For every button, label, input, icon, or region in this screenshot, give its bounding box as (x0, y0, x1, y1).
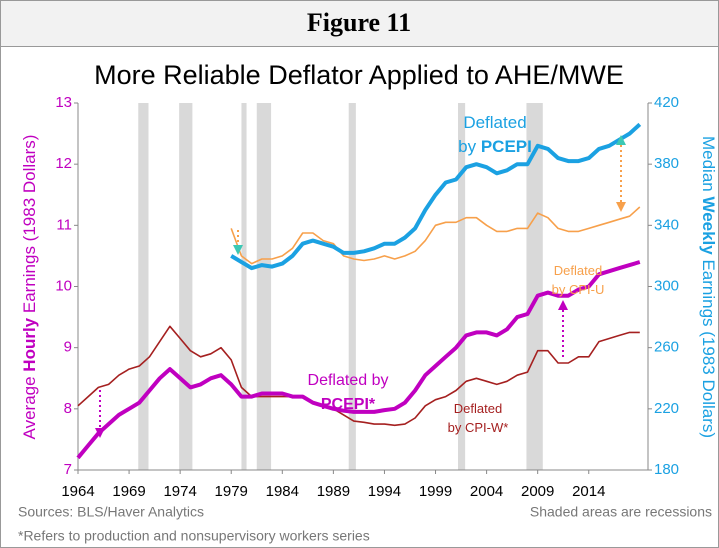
x-tick-label: 1974 (163, 483, 196, 500)
y2-tick-label: 380 (654, 155, 679, 172)
recession-band (256, 103, 272, 470)
annotation-part: Deflated (454, 401, 502, 416)
header-box (0, 0, 719, 47)
footnote: *Refers to production and nonsupervisory… (18, 528, 370, 544)
recession-band (138, 103, 149, 470)
series-line (230, 206, 641, 265)
annotation: by CPI-W* (448, 420, 509, 435)
annotation: Deflated by (308, 372, 389, 389)
annotation-part: Deflated by (308, 372, 389, 389)
y2-axis-label-part: Weekly (699, 196, 718, 255)
y2-axis-label: Median Weekly Earnings (1983 Dollars) (699, 136, 718, 438)
y2-tick-label: 220 (654, 400, 679, 417)
y-tick-label: 10 (55, 277, 72, 294)
x-tick-label: 2009 (521, 483, 554, 500)
x-tick-label: 1994 (368, 483, 401, 500)
annotation-part: Deflated (463, 113, 526, 132)
annotation: Deflated (454, 401, 502, 416)
y2-tick-label: 260 (654, 339, 679, 356)
x-tick-label: 2004 (470, 483, 503, 500)
annotation-part: PCEPI* (321, 396, 376, 413)
y2-tick-label: 180 (654, 461, 679, 478)
y-axis-label: Average Hourly Earnings (1983 Dollars) (20, 135, 39, 440)
source: Sources: BLS/Haver Analytics (18, 504, 204, 520)
x-tick-label: 1989 (317, 483, 350, 500)
y-axis-label-part: Average (20, 372, 39, 440)
recession-band (348, 103, 356, 470)
recession-band (241, 103, 247, 470)
annotation: by PCEPI (458, 137, 532, 156)
header: Figure 11 (307, 8, 411, 37)
annotation-part: Deflated (554, 263, 602, 278)
series-line (230, 122, 642, 271)
recession-band (526, 103, 543, 470)
y-tick-label: 9 (64, 339, 72, 356)
annotation-part: PCEPI (481, 137, 532, 156)
y-tick-label: 13 (55, 94, 72, 111)
x-tick-label: 2014 (572, 483, 605, 500)
annotation-part: by CPI-U (552, 282, 605, 297)
chart-title: More Reliable Deflator Applied to AHE/MW… (94, 60, 624, 90)
y2-tick-label: 420 (654, 94, 679, 111)
x-tick-label: 1969 (112, 483, 145, 500)
recession-band (458, 103, 466, 470)
annotation-part: by CPI-W* (448, 420, 509, 435)
annotation-part: by (458, 137, 481, 156)
note: Shaded areas are recessions (530, 504, 712, 520)
recession-band (179, 103, 193, 470)
series-line (77, 325, 640, 427)
y-tick-label: 11 (56, 216, 72, 233)
y-tick-label: 12 (55, 155, 72, 172)
y2-axis-label-part: Median (699, 136, 718, 196)
annotation: Deflated (463, 113, 526, 132)
y2-axis-label-part: Earnings (1983 Dollars) (699, 255, 718, 438)
annotation: PCEPI* (321, 396, 376, 413)
y-axis-label-part: Hourly (20, 317, 39, 371)
series-line (76, 260, 641, 460)
y-tick-label: 7 (64, 461, 72, 478)
annotation: Deflated (554, 263, 602, 278)
y-axis-label-part: Earnings (1983 Dollars) (20, 135, 39, 318)
x-tick-label: 1964 (61, 483, 94, 500)
y-tick-label: 8 (64, 400, 72, 417)
y2-tick-label: 300 (654, 277, 679, 294)
x-tick-label: 1984 (266, 483, 299, 500)
x-tick-label: 1979 (215, 483, 248, 500)
y2-tick-label: 340 (654, 216, 679, 233)
x-tick-label: 1999 (419, 483, 452, 500)
annotation: by CPI-U (552, 282, 605, 297)
